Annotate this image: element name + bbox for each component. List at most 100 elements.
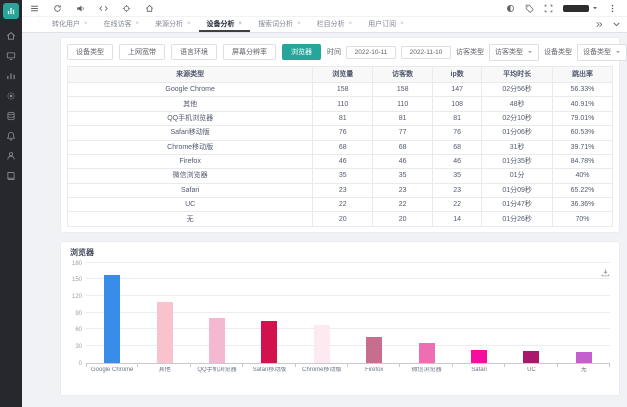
chart-bar[interactable] [366, 337, 383, 363]
table-cell: 35 [372, 168, 434, 184]
table-cell: 147 [432, 81, 483, 98]
chart-bar[interactable] [261, 320, 278, 363]
table-cell: 01分06秒 [481, 125, 554, 141]
filter-button-1[interactable]: 设备类型 [67, 44, 113, 60]
app-logo[interactable] [3, 3, 19, 19]
chart-bar[interactable] [156, 301, 173, 363]
table-cell: Safari移动版 [66, 125, 314, 141]
tab-1[interactable]: 转化用户 × [44, 17, 96, 32]
chart-bar[interactable] [104, 274, 121, 363]
tab-close-icon[interactable]: × [238, 20, 243, 27]
category-buttons: 设备类型 上网宽带 语言环境 屏幕分辨率 浏览器 [67, 44, 321, 60]
date-end-input[interactable] [401, 45, 451, 59]
browser-stats-table: 来源类型 浏览量 访客数 ip数 平均时长 跳出率 Google Chrome 158 158… [66, 66, 613, 227]
home-outline-icon[interactable] [145, 4, 154, 13]
table-cell: 65.22% [552, 182, 613, 199]
chevron-down-icon[interactable] [612, 20, 621, 29]
book-icon[interactable] [6, 171, 16, 181]
table-cell: 48秒 [481, 96, 554, 112]
home-icon[interactable] [35, 17, 44, 26]
tab-3[interactable]: 来源分析 × [147, 17, 199, 32]
tag-icon[interactable] [525, 4, 534, 13]
date-start-input[interactable] [346, 45, 396, 59]
main-area: 转化用户 × 在线访客 × 来源分析 × 设备分析 × 搜索词分析 × 栏目分析 × 用户订阅 × 设备类… [22, 0, 627, 407]
tab-label: 来源分析 [155, 20, 184, 28]
more-vertical-icon[interactable] [608, 4, 617, 13]
chart-bar[interactable] [418, 343, 435, 363]
visitor-type-select[interactable]: 访客类型 [489, 43, 539, 61]
x-axis-label: Firefox [365, 366, 384, 373]
tab-label: 设备分析 [206, 20, 235, 28]
tab-close-icon[interactable]: × [400, 20, 404, 27]
fullscreen-icon[interactable] [544, 4, 553, 13]
announcement-icon[interactable] [76, 4, 85, 13]
tab-7[interactable]: 用户订阅 × [360, 17, 412, 32]
bar-chart-icon[interactable] [6, 71, 16, 81]
chart-bar[interactable] [575, 351, 592, 363]
visitor-type-label: 访客类型 [456, 49, 484, 56]
refresh-icon[interactable] [53, 4, 62, 13]
table-cell: 77 [372, 125, 434, 141]
gear-icon[interactable] [6, 91, 16, 101]
tab-close-icon[interactable]: × [84, 20, 88, 27]
home-icon[interactable] [6, 31, 16, 41]
filter-button-3[interactable]: 语言环境 [171, 44, 217, 60]
chart-bar[interactable] [313, 324, 330, 363]
tab-label: 搜索词分析 [258, 20, 294, 28]
tab-2[interactable]: 在线访客 × [96, 17, 148, 32]
time-label: 时间 [327, 49, 341, 56]
gridline [86, 311, 610, 313]
code-icon[interactable] [99, 4, 108, 13]
device-type-value: 设备类型 [583, 49, 611, 56]
table-cell: Safari [66, 182, 314, 199]
column-header: 浏览量 [312, 66, 374, 83]
table-cell: 39.71% [552, 139, 613, 155]
device-type-label: 设备类型 [544, 49, 572, 56]
chevrons-right-icon[interactable] [595, 20, 604, 29]
filter-button-2[interactable]: 上网宽带 [119, 44, 165, 60]
tab-close-icon[interactable]: × [135, 20, 140, 27]
filter-button-5[interactable]: 浏览器 [282, 44, 321, 60]
save-image-icon[interactable] [601, 268, 610, 277]
table-cell: 76 [432, 125, 483, 141]
bars-container [86, 264, 611, 367]
user-menu[interactable] [563, 4, 598, 12]
tab-6[interactable]: 栏目分析 × [309, 17, 361, 32]
bell-icon[interactable] [6, 131, 16, 141]
chart-panel: 浏览器 0 30 60 90 120 150 180 Google Chrome 其他 QQ手机… [60, 240, 620, 396]
chart-bar[interactable] [209, 317, 226, 363]
theme-icon[interactable] [506, 4, 515, 13]
chart-bar[interactable] [523, 350, 540, 363]
table-row: Safari 23 23 23 01分09秒 65.22% [66, 182, 613, 199]
tab-5[interactable]: 搜索词分析 × [250, 17, 309, 32]
table-cell: Firefox [66, 153, 314, 170]
device-type-select[interactable]: 设备类型 [577, 43, 627, 61]
column-header: 平均时长 [481, 66, 554, 83]
chart-bar[interactable] [471, 349, 488, 363]
tab-close-icon[interactable]: × [297, 20, 301, 27]
crosshair-icon[interactable] [122, 4, 131, 13]
user-icon[interactable] [6, 151, 16, 161]
monitor-icon[interactable] [6, 51, 16, 61]
tab-close-icon[interactable]: × [348, 20, 353, 27]
x-axis-labels: Google Chrome 其他 QQ手机浏览器 Safari移动版 Chrome移动版… [86, 367, 610, 373]
username-badge [563, 4, 589, 12]
table-cell: 22 [312, 196, 374, 213]
database-icon[interactable] [6, 111, 16, 121]
y-axis-label: 150 [71, 277, 82, 284]
chevrons-left-icon[interactable] [26, 17, 35, 26]
menu-icon[interactable] [30, 4, 39, 13]
bar-slot [86, 264, 139, 367]
plot-area [86, 261, 611, 367]
bar-slot [191, 264, 244, 367]
gridline [86, 278, 610, 280]
filter-button-4[interactable]: 屏幕分辨率 [223, 44, 276, 60]
tab-4[interactable]: 设备分析 × [198, 17, 251, 32]
table-cell: 79.01% [552, 110, 613, 127]
table-row: QQ手机浏览器 81 81 81 02分10秒 79.01% [66, 110, 613, 127]
table-cell: 56.33% [552, 81, 613, 98]
x-axis-label: UC [527, 366, 536, 373]
x-axis-label: 无 [580, 366, 587, 373]
tab-close-icon[interactable]: × [187, 20, 191, 27]
